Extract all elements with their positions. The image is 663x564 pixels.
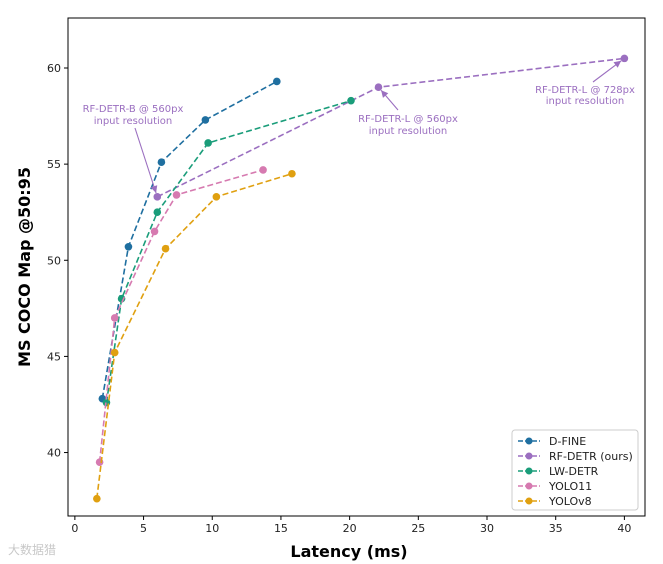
legend-entry: RF-DETR (ours) [518, 450, 633, 463]
data-point-rf-detr-ours [153, 193, 162, 201]
x-tick-label: 40 [617, 522, 631, 535]
series-yolov8 [93, 169, 296, 503]
legend-swatch-marker [525, 497, 533, 505]
data-point-lw-detr [153, 208, 162, 217]
x-tick-label: 0 [71, 522, 78, 535]
legend-label: YOLO11 [548, 480, 592, 493]
annotation-arrow [134, 127, 157, 194]
data-point-lw-detr [347, 96, 355, 105]
x-tick-label: 5 [140, 522, 147, 535]
data-point-lw-detr [204, 139, 212, 147]
legend-swatch-marker [525, 467, 533, 475]
data-point-rf-detr-ours [374, 83, 383, 92]
y-tick-label: 60 [47, 62, 61, 75]
watermark-text: 大数据猎 [8, 542, 56, 557]
data-point-yolov8 [288, 169, 296, 178]
annotation-arrowhead [613, 60, 622, 68]
series-line-d-fine [101, 80, 278, 399]
legend-entry: D-FINE [518, 435, 586, 448]
series-yolo11 [95, 166, 267, 466]
legend-entry: YOLO11 [518, 480, 592, 493]
series-layer [93, 54, 629, 503]
x-tick-label: 25 [411, 522, 425, 535]
plot-frame [67, 17, 646, 517]
legend-label: YOLOv8 [548, 495, 592, 508]
data-point-yolo11 [259, 166, 267, 174]
data-point-yolov8 [161, 244, 170, 253]
series-lw-detr [102, 96, 355, 407]
data-point-yolo11 [110, 314, 119, 322]
legend-swatch-marker [525, 482, 533, 490]
legend: D-FINE RF-DETR (ours) LW-DETR YOLO11 YOLOv8 [511, 429, 639, 511]
data-point-d-fine [273, 77, 281, 86]
annotation-line2: input resolution [369, 126, 448, 137]
data-point-yolov8 [110, 348, 119, 357]
data-point-yolov8 [93, 494, 101, 503]
x-tick-label: 10 [205, 522, 219, 535]
series-line-lw-detr [105, 99, 352, 403]
annotation-line1: RF-DETR-B @ 560px [83, 104, 184, 115]
x-tick-label: 15 [274, 522, 288, 535]
legend-label: D-FINE [549, 435, 586, 448]
x-tick-label: 20 [343, 522, 357, 535]
y-tick-label: 55 [47, 158, 61, 171]
annotation-line2: input resolution [546, 96, 625, 107]
legend-label: LW-DETR [549, 465, 599, 478]
y-tick-label: 40 [47, 447, 61, 460]
y-axis-title: MS COCO Map @50:95 [15, 167, 34, 367]
annotation-arrowhead [150, 185, 158, 194]
annotation-line1: RF-DETR-L @ 560px [358, 114, 458, 125]
annotation-line1: RF-DETR-L @ 728px [535, 85, 635, 96]
series-line-yolov8 [96, 172, 293, 499]
data-point-yolov8 [212, 193, 221, 201]
y-tick-label: 45 [47, 350, 61, 363]
data-point-yolo11 [172, 191, 181, 199]
legend-label: RF-DETR (ours) [549, 450, 633, 463]
x-tick-label: 30 [480, 522, 494, 535]
legend-swatch-marker [525, 452, 533, 460]
data-point-d-fine [201, 116, 210, 124]
data-point-d-fine [157, 158, 166, 167]
y-tick-label: 50 [47, 254, 61, 267]
x-tick-label: 35 [549, 522, 563, 535]
legend-swatch-marker [525, 437, 533, 445]
annotation-arrowhead [381, 90, 389, 98]
annotation-line2: input resolution [94, 116, 173, 127]
data-point-d-fine [124, 243, 133, 251]
data-point-rf-detr-ours [620, 54, 629, 63]
series-line-yolo11 [98, 169, 264, 463]
legend-entry: LW-DETR [518, 465, 599, 478]
x-axis-title: Latency (ms) [290, 542, 407, 561]
legend-entry: YOLOv8 [518, 495, 592, 508]
data-point-yolo11 [150, 227, 159, 236]
legend-box [511, 429, 639, 511]
series-rf-detr-ours [153, 54, 629, 201]
axis-ticks: 0 5 10 15 20 25 30 35 40 40 45 50 55 60 [47, 62, 631, 535]
